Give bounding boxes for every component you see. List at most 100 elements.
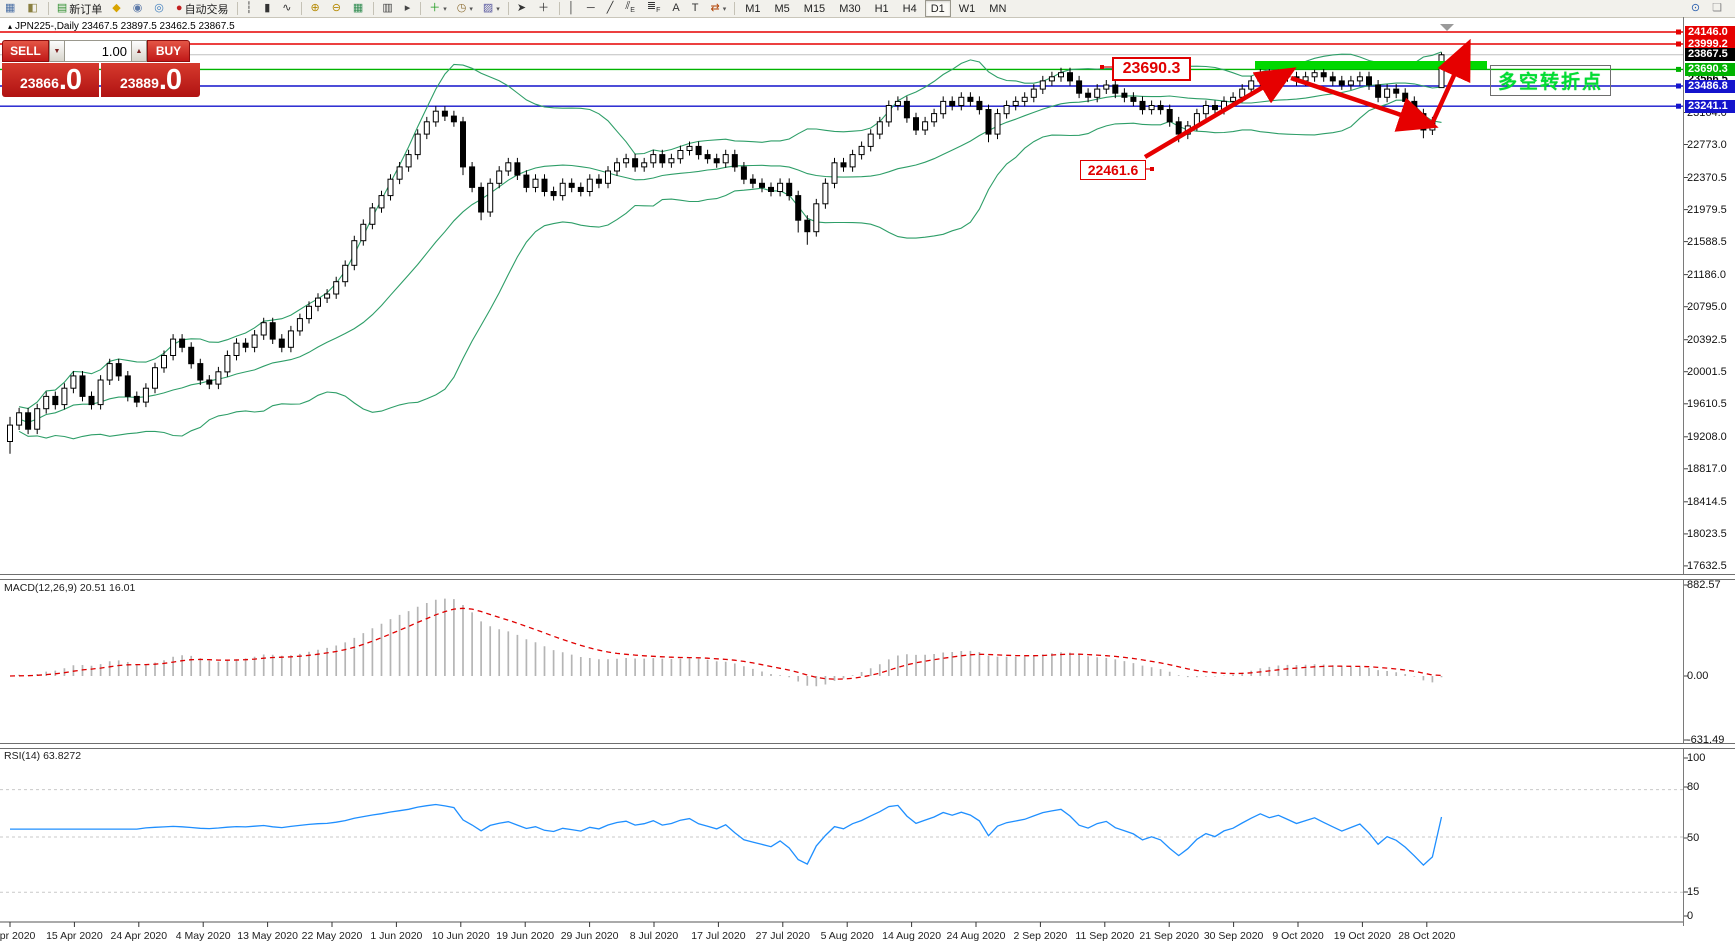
trend-arrow[interactable] [1143, 67, 1297, 159]
candlestick-chart-button[interactable]: ▮ [260, 0, 276, 17]
auto-trading-button[interactable]: ● 自动交易 [175, 2, 229, 16]
search-icon[interactable]: ⊙ [1690, 2, 1701, 14]
bar-chart-button[interactable]: ┆ [242, 0, 259, 17]
auto-arrange-button[interactable]: ▥ [378, 0, 398, 17]
timeframe-button-M30[interactable]: M30 [839, 2, 861, 15]
sell-price-tile[interactable]: 23866 .0 [2, 63, 99, 97]
line-anchor-handle[interactable] [1676, 29, 1681, 35]
text-button[interactable]: A [668, 0, 685, 17]
rsi-panel-splitter[interactable] [0, 743, 1735, 749]
price-axis-label: 18414.5 [1687, 495, 1727, 508]
chart-wizard-button[interactable]: ◆ [108, 0, 126, 17]
trend-arrow[interactable] [1428, 38, 1471, 127]
fibonacci-icon: ≣F [646, 0, 661, 15]
price-axis-line [1683, 17, 1684, 926]
resistance-price-label[interactable]: 23690.3 [1112, 57, 1191, 81]
date-axis-label: 10 Jun 2020 [431, 930, 490, 942]
text-label-button[interactable]: T [688, 0, 705, 17]
macd-signal-line [9, 607, 1442, 680]
arrows-button[interactable]: ⇄ ▾ [706, 0, 730, 17]
new-order-button[interactable]: ▤ 新订单 [56, 2, 103, 16]
price-level-tag: 24146.0 [1685, 25, 1735, 39]
date-axis-label: 24 Aug 2020 [946, 930, 1006, 942]
trendline-button[interactable]: ╱ [603, 0, 620, 17]
tile-windows-button[interactable]: ▦ [349, 0, 369, 17]
buy-button[interactable]: BUY [147, 40, 190, 62]
periods-icon: ◷ [456, 2, 467, 14]
timeframe-button-M1[interactable]: M1 [745, 2, 761, 15]
price-axis-label: 18023.5 [1687, 527, 1727, 540]
broadcast-button[interactable]: ◎ [150, 0, 170, 17]
date-axis-label: 14 Aug 2020 [882, 930, 942, 942]
template-button[interactable]: ▨ ▾ [479, 0, 504, 17]
line-anchor-handle[interactable] [1676, 66, 1681, 72]
buy-price-tile[interactable]: 23889 .0 [101, 63, 200, 97]
rsi-line [10, 803, 1443, 867]
line-anchor-handle[interactable] [1676, 103, 1681, 109]
auto-trading-icon: ● [175, 2, 183, 14]
price-level-tag: 23999.2 [1685, 37, 1735, 51]
macd-axis-label: 882.57 [1687, 579, 1721, 591]
accounts-button[interactable]: ◉ [129, 0, 149, 17]
date-axis-label: 6 Apr 2020 [0, 930, 36, 942]
chart-shift-button[interactable]: ▸ [401, 0, 417, 17]
price-level-tag: 23486.8 [1685, 79, 1735, 93]
volume-up-button[interactable]: ▲ [131, 40, 147, 62]
zoom-out-button[interactable]: ⊖ [328, 0, 347, 17]
text-label-icon: T [691, 2, 699, 14]
rsi-axis-label: 100 [1687, 752, 1706, 764]
toolbar: ▦ ◧ ▤ 新订单 ◆ ◉ ◎ ● 自动交易 ┆ ▮ ∿ ⊕ ⊖ ▦ ▥ ▸ ＋ ▾ ◷ ▾ ▨ ▾ ➤ ＋ │ ─ ╱ ⫽E ≣F A T ⇄… [0, 0, 1735, 18]
line-anchor-handle[interactable] [1676, 83, 1681, 89]
timeframe-button-M15[interactable]: M15 [803, 2, 826, 15]
line-anchor-handle[interactable] [1676, 41, 1681, 47]
cursor-button[interactable]: ➤ [513, 0, 532, 17]
chart-title: ▴ JPN225-,Daily 23467.5 23897.5 23462.5 2… [8, 21, 235, 32]
horizontal-line-button[interactable]: ─ [583, 0, 601, 17]
price-axis-label: 19610.5 [1687, 397, 1727, 410]
equidistant-channel-button[interactable]: ⫽E [621, 0, 641, 17]
timeframe-button-D1[interactable]: D1 [924, 0, 951, 17]
date-axis-label: 17 Jul 2020 [691, 930, 746, 942]
candle-wicks [9, 52, 1442, 454]
toolbar-separator [47, 2, 49, 15]
volume-input[interactable] [65, 40, 131, 62]
market-watch-button[interactable]: ▦ [1, 0, 21, 17]
timeframe-button-W1[interactable]: W1 [958, 2, 976, 15]
fibonacci-button[interactable]: ≣F [643, 0, 667, 17]
date-axis-label: 15 Apr 2020 [46, 930, 103, 942]
support-price-label[interactable]: 22461.6 [1080, 160, 1146, 180]
timeframe-button-H4[interactable]: H4 [902, 2, 917, 15]
date-axis-label: 8 Jul 2020 [629, 930, 679, 942]
buy-price-pips: .0 [158, 64, 182, 96]
sell-button[interactable]: SELL [2, 40, 49, 62]
macd-panel-splitter[interactable] [0, 574, 1735, 580]
chart-shift-marker-icon[interactable] [1440, 24, 1454, 31]
volume-down-button[interactable]: ▼ [49, 40, 65, 62]
date-axis-label: 30 Sep 2020 [1203, 930, 1264, 942]
chat-icon[interactable]: ❏ [1712, 2, 1722, 14]
date-axis-label: 21 Sep 2020 [1139, 930, 1199, 942]
crosshair-button[interactable]: ＋ [534, 0, 555, 17]
price-axis-label: 17632.5 [1687, 559, 1727, 572]
trend-arrow[interactable] [1290, 75, 1439, 132]
data-window-button[interactable]: ◧ [23, 0, 43, 17]
pivot-note-label[interactable]: 多空转折点 [1490, 65, 1611, 96]
zoom-in-icon: ⊕ [310, 2, 320, 14]
periods-button[interactable]: ◷ ▾ [453, 0, 477, 17]
one-click-trading-panel: SELL ▼ ▲ BUY 23866 .0 23889 .0 [2, 40, 202, 97]
bollinger-upper-band [18, 51, 1442, 410]
arrows-icon: ⇄ [710, 2, 720, 14]
line-chart-button[interactable]: ∿ [278, 0, 297, 17]
resistance-zone[interactable] [1255, 61, 1487, 69]
rsi-axis-label: 0 [1687, 910, 1694, 922]
timeframe-button-MN[interactable]: MN [989, 2, 1007, 15]
rsi-axis-label: 15 [1687, 886, 1700, 898]
broadcast-icon: ◎ [154, 2, 164, 14]
zoom-in-button[interactable]: ⊕ [306, 0, 325, 17]
vertical-line-button[interactable]: │ [564, 0, 581, 17]
timeframe-button-M5[interactable]: M5 [774, 2, 790, 15]
timeframe-button-H1[interactable]: H1 [874, 2, 889, 15]
add-indicator-button[interactable]: ＋ ▾ [425, 0, 451, 17]
